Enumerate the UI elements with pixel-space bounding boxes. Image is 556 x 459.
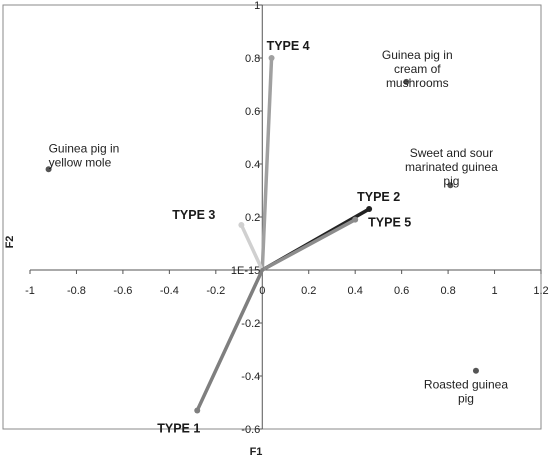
- x-tick-label: -0.2: [206, 285, 225, 297]
- y-tick-label: 0.2: [245, 212, 260, 224]
- vector-endpoint: [352, 216, 359, 223]
- x-tick-label: 0.6: [394, 285, 409, 297]
- x-tick-label: 1.2: [533, 285, 548, 297]
- observation-point: [472, 367, 479, 374]
- y-tick-label: 1E-15: [231, 265, 260, 277]
- observation-label: Roasted guinea: [424, 378, 508, 392]
- x-tick-label: -0.8: [67, 285, 86, 297]
- vector-endpoint: [268, 55, 275, 61]
- x-tick-label: 0: [259, 285, 265, 297]
- vector-lines: TYPE 4 TYPE 3 TYPE 2 TYPE 5 TYPE 1: [157, 39, 411, 435]
- observation-label: Sweet and sour: [410, 146, 493, 160]
- vector-label: TYPE 3: [172, 208, 215, 222]
- observation-label: Guinea pig in: [49, 141, 120, 155]
- observation-point: [403, 78, 410, 85]
- x-axis-title: F1: [250, 446, 263, 458]
- y-tick-label: 0.6: [245, 106, 260, 118]
- vector-endpoint: [366, 206, 373, 213]
- y-axis-title: F2: [4, 236, 16, 249]
- axes: -1 -0.8 -0.6 -0.4 -0.2 0 0.2 0.4 0.6 0.8 1 1.2 -0.6 -…: [25, 0, 549, 436]
- x-tick-label: -0.4: [160, 285, 179, 297]
- observation-point: [45, 166, 52, 173]
- plot-frame: [2, 4, 542, 430]
- vector-endpoint: [238, 221, 245, 228]
- vector-endpoint: [194, 407, 201, 414]
- observation-label: marinated guinea: [405, 160, 498, 174]
- x-tick-label: 1: [491, 285, 497, 297]
- vector-label: TYPE 1: [157, 421, 200, 435]
- observation-label: Guinea pig in: [382, 48, 453, 62]
- vector-line: [260, 217, 357, 272]
- observation-point: [447, 182, 454, 189]
- x-tick-label: -1: [25, 285, 35, 297]
- x-tick-label: 0.2: [301, 285, 316, 297]
- vector-label: TYPE 5: [368, 216, 411, 230]
- y-tick-label: -0.2: [241, 318, 260, 330]
- y-tick-label: 1: [254, 0, 260, 12]
- y-tick-label: -0.6: [241, 424, 260, 436]
- x-tick-label: 0.4: [348, 285, 363, 297]
- vector-line: [195, 268, 265, 413]
- y-tick-label: -0.4: [241, 371, 260, 383]
- observation-label: pig: [443, 174, 459, 188]
- observation-label: cream of: [394, 62, 441, 76]
- observation-label: yellow mole: [49, 155, 112, 169]
- y-tick-label: 0.4: [245, 159, 260, 171]
- observation-label: pig: [458, 392, 474, 406]
- x-tick-label: -0.6: [113, 285, 132, 297]
- vector-label: TYPE 4: [267, 39, 310, 53]
- y-tick-label: 0.8: [245, 53, 260, 65]
- vector-label: TYPE 2: [357, 190, 400, 204]
- observation-label: mushrooms: [386, 76, 449, 90]
- x-tick-label: 0.8: [440, 285, 455, 297]
- vector-line: [260, 56, 274, 272]
- vector-line: [239, 223, 265, 272]
